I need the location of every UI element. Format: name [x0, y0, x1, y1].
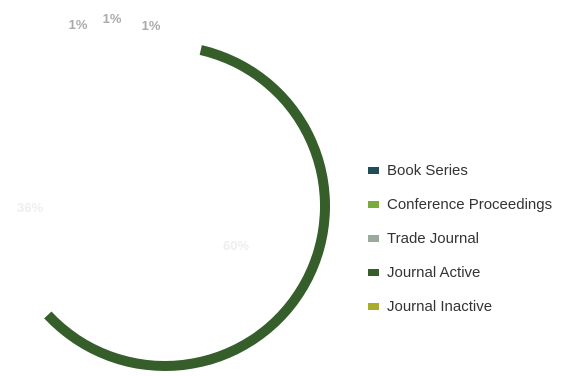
legend-item-conference-proceedings: Conference Proceedings	[368, 187, 552, 221]
pie-slice-book-series	[165, 41, 176, 206]
pie-label-trade-journal: 1%	[142, 18, 161, 33]
legend-label: Journal Active	[387, 263, 481, 281]
pie-slice-journal-active	[40, 43, 330, 371]
pie-label-book-series: 1%	[69, 17, 88, 32]
legend-label: Trade Journal	[387, 229, 479, 247]
legend-item-journal-inactive: Journal Inactive	[368, 289, 552, 323]
pie-slice-conference-proceedings	[165, 41, 186, 206]
legend-swatch	[368, 166, 379, 174]
pie-label-journal-active: 60%	[223, 238, 249, 253]
legend-swatch	[368, 200, 379, 208]
legend-swatch	[368, 234, 379, 242]
pie-slice-trade-journal	[165, 42, 197, 206]
legend-item-journal-active: Journal Active	[368, 255, 552, 289]
pie-label-conference-proceedings: 1%	[103, 11, 122, 26]
legend-label: Journal Inactive	[387, 297, 493, 315]
pie-label-journal-inactive: 36%	[17, 200, 43, 215]
pie-slice-journal-inactive	[0, 41, 166, 315]
pie-rim-journal-active	[44, 45, 331, 372]
legend-label: Book Series	[387, 161, 468, 179]
legend-swatch	[368, 268, 379, 276]
legend: Book Series Conference Proceedings Trade J…	[368, 153, 552, 323]
legend-item-trade-journal: Trade Journal	[368, 221, 552, 255]
legend-item-book-series: Book Series	[368, 153, 552, 187]
legend-label: Conference Proceedings	[387, 195, 553, 213]
legend-swatch	[368, 302, 379, 310]
